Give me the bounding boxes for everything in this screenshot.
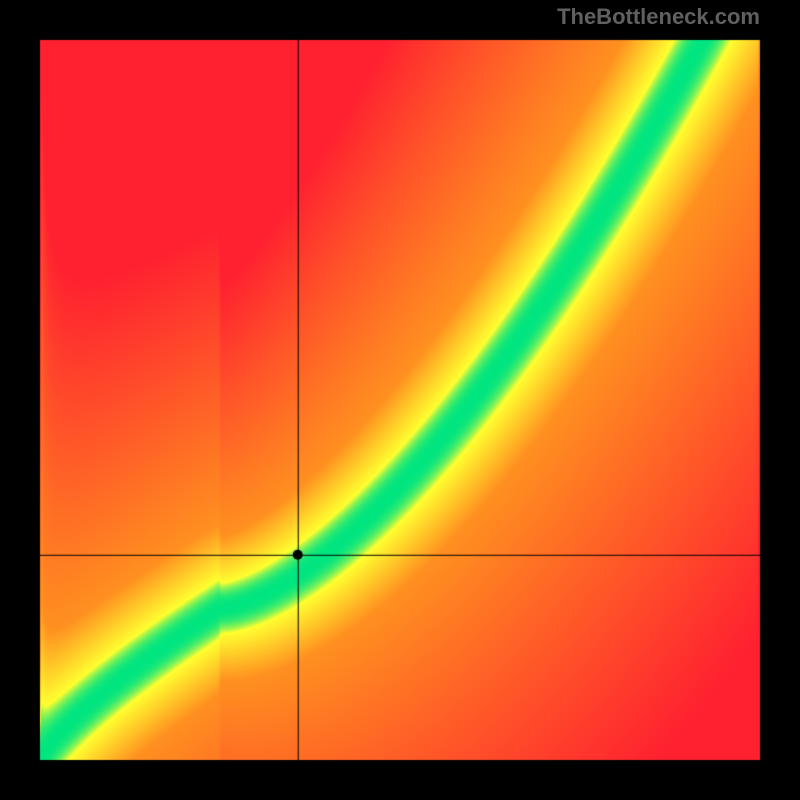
heatmap-canvas xyxy=(0,0,800,800)
watermark-text: TheBottleneck.com xyxy=(557,4,760,30)
chart-container: TheBottleneck.com xyxy=(0,0,800,800)
